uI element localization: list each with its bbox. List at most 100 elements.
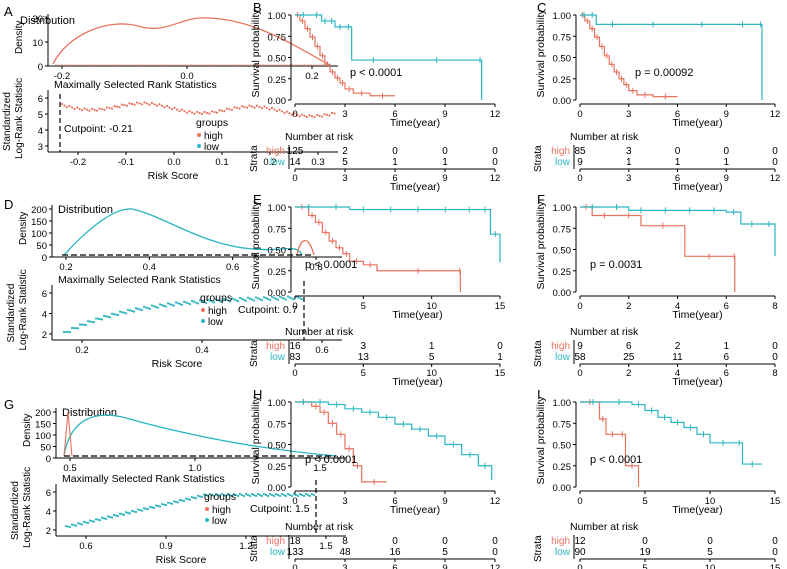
stat-point <box>234 493 238 497</box>
km-xlabel: Time(year) <box>392 309 442 321</box>
stat-point <box>272 296 276 299</box>
stat-point <box>226 299 230 302</box>
stat-point-high <box>203 110 206 114</box>
km-pvalue: p = 0.00092 <box>635 67 693 79</box>
risk-table-high-value: 0 <box>392 146 398 157</box>
stat-point <box>192 496 196 499</box>
risk-table-high-value: 0 <box>772 536 778 547</box>
km-ytick-label: 0.50 <box>268 441 287 452</box>
stat-point-high <box>123 104 126 107</box>
stat-point-high <box>243 105 246 109</box>
stat-point <box>174 500 178 503</box>
km-ytick-label: 0.00 <box>268 288 287 299</box>
risk-table-high-value: 18 <box>289 536 301 547</box>
risk-table-high-value: 0 <box>492 146 498 157</box>
density-xtick-label: 1.0 <box>188 463 201 474</box>
risk-table-low-label: low <box>270 547 286 558</box>
stat-point-high <box>170 108 174 111</box>
stat-point <box>298 492 302 496</box>
km-xtick-label: 0 <box>577 109 582 120</box>
stat-point <box>82 323 86 326</box>
risk-table-low-value: 13 <box>358 352 370 363</box>
distribution-title: Distribution <box>62 407 117 419</box>
stat-point <box>106 315 110 318</box>
stat-point <box>66 330 70 334</box>
stat-point <box>258 298 262 301</box>
stat-point <box>168 303 172 306</box>
risk-table-strata: Strata <box>533 340 544 367</box>
mstat-title: Maximally Selected Rank Statistics <box>62 473 225 485</box>
stat-point <box>124 511 128 514</box>
risk-table-low-value: 16 <box>389 547 401 558</box>
km-xtick-label: 0 <box>292 109 297 120</box>
stat-point-high <box>273 108 276 111</box>
stat-point <box>276 298 280 301</box>
stat-point <box>244 492 248 496</box>
stat-point <box>86 521 90 525</box>
density-ytick-label: 150 <box>31 217 47 228</box>
panel-letter-g: G <box>4 397 14 412</box>
stat-point <box>120 513 124 516</box>
stat-point-high <box>163 106 166 109</box>
stat-point <box>312 493 316 497</box>
risk-table-low-value: 11 <box>672 352 683 363</box>
km-ytick-label: 1.00 <box>268 11 287 22</box>
risk-table-high-value: 9 <box>577 341 583 352</box>
stat-point <box>116 515 120 518</box>
stat-point <box>236 299 240 303</box>
km-xlabel: Time(year) <box>672 309 722 321</box>
stat-point <box>122 513 126 516</box>
risk-table-low-value: 1 <box>392 157 398 168</box>
stat-point <box>116 314 120 317</box>
stat-point <box>90 320 94 323</box>
stat-point-high <box>78 107 81 110</box>
stat-point <box>288 296 292 299</box>
stat-ytick-label: 6 <box>38 94 43 105</box>
stat-point-high <box>80 109 84 112</box>
stat-point-high <box>265 106 269 110</box>
risk-table-high-value: 12 <box>574 536 586 547</box>
risk-table-strata: Strata <box>533 535 544 562</box>
stat-point <box>226 492 230 496</box>
stat-point <box>144 507 148 510</box>
stat-point <box>254 494 258 498</box>
risk-table-time-label: Time(year) <box>672 181 722 193</box>
stat-point <box>286 492 290 496</box>
mstat-title: Maximally Selected Rank Statistics <box>54 79 217 91</box>
distribution-title: Distribution <box>58 204 113 216</box>
stat-point <box>162 503 166 506</box>
stat-point <box>182 300 186 303</box>
km-curve-low <box>580 206 776 257</box>
density-ytick-label: 100 <box>35 431 51 442</box>
stat-point <box>278 295 282 298</box>
stat-point <box>296 494 300 498</box>
stat-point-high <box>333 112 336 115</box>
risk-table-high-value: 2 <box>342 146 348 157</box>
stat-point <box>228 300 232 303</box>
stat-point <box>276 493 280 497</box>
stat-point-high <box>330 111 334 115</box>
risk-table-low-value: 5 <box>707 547 713 558</box>
km-curve-high <box>580 401 640 487</box>
risk-table-low-label: low <box>555 157 571 168</box>
stat-point <box>130 309 134 313</box>
stat-point <box>154 504 158 507</box>
stat-point <box>194 301 198 304</box>
stat-ylab-line1: Standardized <box>6 284 17 343</box>
distribution-title: Distribution <box>20 15 75 27</box>
km-ytick-label: 0.75 <box>553 419 572 430</box>
stat-point <box>224 298 228 301</box>
stat-point <box>266 494 270 498</box>
risk-table-xtick-label: 9 <box>442 563 447 569</box>
stat-point-high <box>190 111 194 114</box>
legend-high-label: high <box>204 131 223 142</box>
stat-point-high <box>310 115 314 118</box>
risk-table-xtick-label: 15 <box>495 368 506 379</box>
stat-point-high <box>130 102 134 106</box>
risk-table-low-label: low <box>555 352 571 363</box>
km-ylabel: Survival probability <box>535 201 547 290</box>
stat-point <box>64 524 68 528</box>
risk-table-high-label: high <box>551 341 570 352</box>
stat-point-high <box>178 109 181 113</box>
